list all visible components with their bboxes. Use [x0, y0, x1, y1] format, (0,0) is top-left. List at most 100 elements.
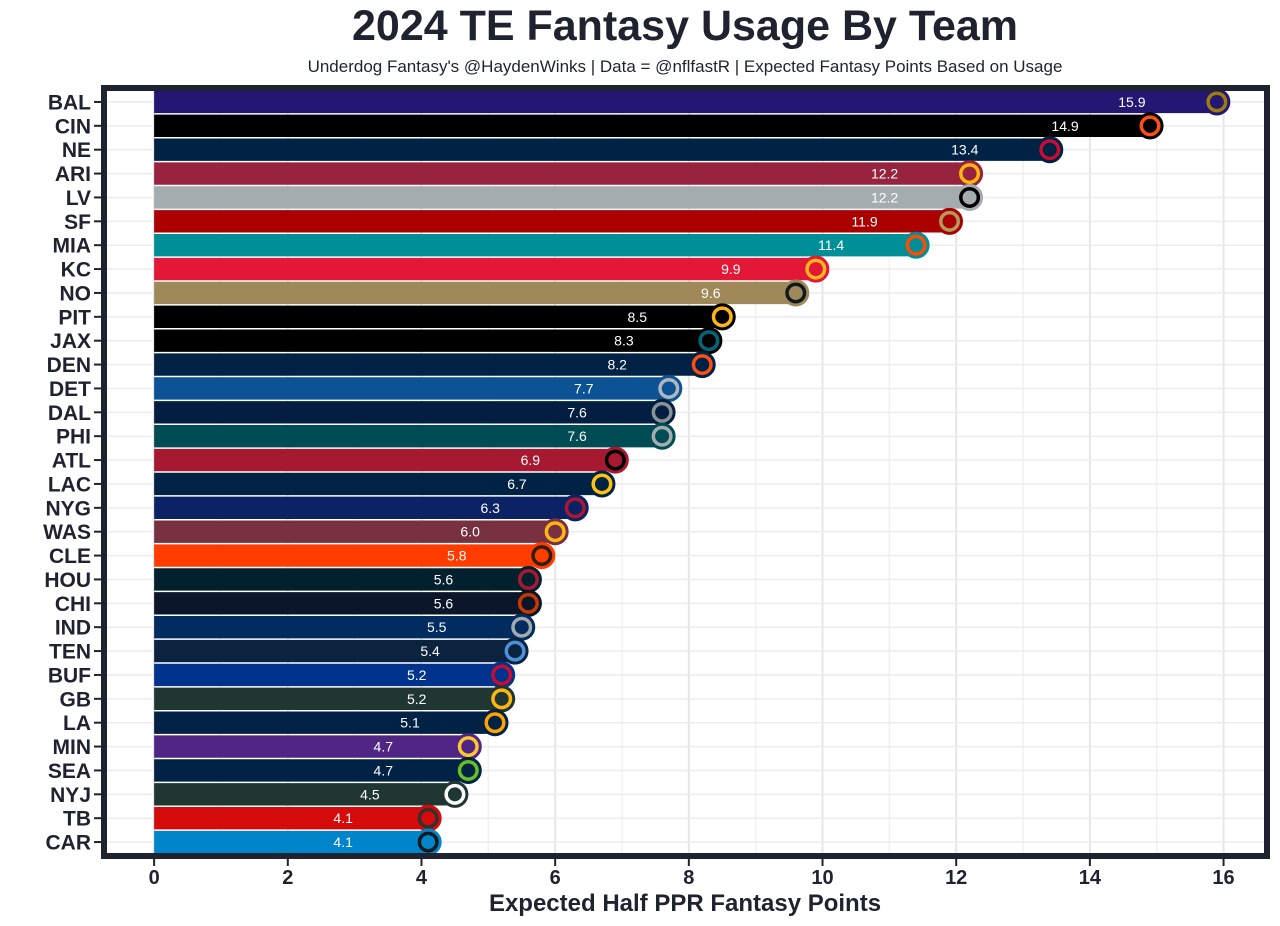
bar-atl — [154, 448, 616, 472]
team-logo-icon-nyj — [441, 780, 469, 808]
team-logo-icon-lv — [956, 183, 984, 211]
team-label-ind: IND — [55, 617, 91, 640]
bar-was — [154, 520, 556, 543]
team-logo-icon-buf — [488, 661, 516, 689]
team-logo-icon-nyg — [561, 494, 589, 522]
team-logo-icon-hou — [514, 565, 542, 593]
team-logo-icon-mia — [902, 231, 930, 259]
team-logo-icon-min — [454, 733, 482, 761]
chart-subtitle: Underdog Fantasy's @HaydenWinks | Data =… — [308, 57, 1063, 76]
panel-border — [101, 85, 1270, 859]
team-label-kc: KC — [61, 259, 91, 282]
team-logo-icon-ind — [508, 613, 536, 641]
team-logo-icon-cin — [1136, 112, 1164, 140]
team-label-tb: TB — [63, 808, 91, 831]
x-tick-label-14: 14 — [1079, 867, 1102, 889]
team-logo-icon-no — [782, 279, 810, 307]
bar-dal — [154, 401, 663, 424]
value-label-jax: 8.3 — [614, 333, 634, 349]
bar-chi — [154, 592, 529, 615]
x-tick-label-6: 6 — [550, 867, 561, 889]
bar-phi — [154, 425, 663, 448]
team-logo-icon-chi — [514, 589, 542, 617]
value-label-lv: 12.2 — [871, 189, 898, 205]
bar-mia — [154, 234, 917, 257]
team-label-sf: SF — [64, 211, 91, 234]
team-label-lac: LAC — [48, 473, 91, 496]
team-logo-icon-ari — [956, 160, 984, 188]
bar-den — [154, 353, 703, 376]
team-logo-icon-det — [655, 374, 683, 402]
team-logo-icon-kc — [802, 255, 830, 283]
value-label-ten: 5.4 — [420, 643, 440, 659]
value-label-cin: 14.9 — [1051, 118, 1078, 134]
team-label-car: CAR — [46, 832, 92, 855]
bar-sf — [154, 210, 950, 233]
value-label-sea: 4.7 — [374, 762, 394, 778]
value-label-nyg: 6.3 — [480, 500, 500, 516]
team-label-jax: JAX — [50, 330, 91, 353]
team-label-phi: PHI — [56, 426, 91, 449]
bar-no — [154, 281, 796, 305]
bar-nyj — [154, 783, 455, 806]
team-logo-icon-sf — [936, 207, 964, 235]
bar-cle — [154, 544, 542, 567]
team-logo-icon-lac — [588, 470, 616, 498]
chart-title: 2024 TE Fantasy Usage By Team — [352, 2, 1018, 50]
team-label-sea: SEA — [48, 760, 91, 783]
team-logo-icon-ten — [501, 637, 529, 665]
team-label-buf: BUF — [48, 664, 91, 687]
bar-jax — [154, 329, 709, 352]
team-label-det: DET — [49, 378, 91, 401]
team-label-gb: GB — [60, 688, 92, 711]
bar-lv — [154, 186, 970, 209]
x-tick-label-12: 12 — [945, 867, 967, 889]
team-label-min: MIN — [53, 736, 92, 759]
value-label-buf: 5.2 — [407, 667, 427, 683]
value-label-la: 5.1 — [400, 715, 420, 731]
bar-pit — [154, 305, 723, 328]
team-label-ari: ARI — [55, 163, 91, 186]
team-label-was: WAS — [43, 521, 91, 544]
bar-ind — [154, 616, 522, 639]
value-label-nyj: 4.5 — [360, 786, 380, 802]
bar-det — [154, 377, 669, 400]
bar-ne — [154, 138, 1050, 161]
team-label-no: NO — [60, 282, 92, 305]
x-tick-label-8: 8 — [683, 867, 694, 889]
value-label-atl: 6.9 — [521, 452, 541, 468]
x-tick-label-10: 10 — [811, 867, 833, 889]
team-logo-icon-car — [414, 828, 442, 856]
bar-cin — [154, 114, 1151, 137]
team-label-cin: CIN — [55, 115, 91, 138]
team-logo-icon-sea — [454, 756, 482, 784]
x-tick-label-2: 2 — [282, 867, 293, 889]
team-logo-icon-bal — [1203, 88, 1231, 116]
value-label-hou: 5.6 — [434, 571, 454, 587]
team-label-la: LA — [63, 712, 91, 735]
bar-group: 15.9 14.9 13.4 12.2 12.2 11.9 11.4 9.99.6 8.5 8.3… — [154, 88, 1231, 856]
value-label-no: 9.6 — [701, 285, 721, 301]
value-label-dal: 7.6 — [567, 404, 587, 420]
value-label-chi: 5.6 — [434, 595, 454, 611]
team-label-chi: CHI — [55, 593, 91, 616]
team-logo-icon-was — [541, 518, 569, 546]
team-logo-icon-tb — [414, 804, 442, 832]
team-label-nyg: NYG — [45, 497, 91, 520]
team-label-den: DEN — [47, 354, 91, 377]
value-label-pit: 8.5 — [628, 309, 648, 325]
value-label-bal: 15.9 — [1118, 94, 1145, 110]
value-label-ne: 13.4 — [951, 142, 978, 158]
value-label-kc: 9.9 — [721, 261, 741, 277]
x-tick-label-0: 0 — [149, 867, 160, 889]
team-label-ne: NE — [62, 139, 91, 162]
value-label-ari: 12.2 — [871, 166, 898, 182]
x-tick-label-4: 4 — [416, 867, 428, 889]
team-label-lv: LV — [66, 187, 91, 210]
team-logo-icon-atl — [601, 446, 629, 474]
team-label-nyj: NYJ — [50, 784, 91, 807]
value-label-tb: 4.1 — [333, 810, 353, 826]
value-label-sf: 11.9 — [851, 213, 877, 229]
team-logo-icon-den — [688, 351, 716, 379]
bar-bal — [154, 90, 1217, 114]
